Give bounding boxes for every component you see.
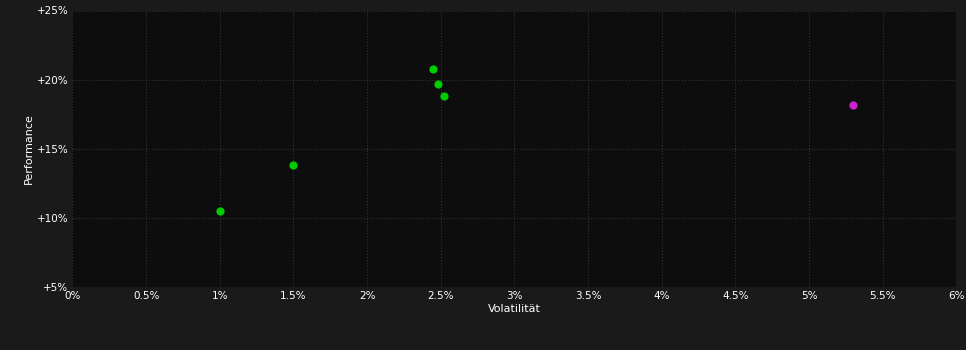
- Point: [436, 93, 451, 99]
- Point: [845, 102, 861, 107]
- X-axis label: Volatilität: Volatilität: [488, 304, 541, 314]
- Point: [286, 162, 301, 168]
- Point: [430, 81, 445, 86]
- Point: [426, 66, 441, 71]
- Point: [213, 208, 228, 214]
- Y-axis label: Performance: Performance: [24, 113, 34, 184]
